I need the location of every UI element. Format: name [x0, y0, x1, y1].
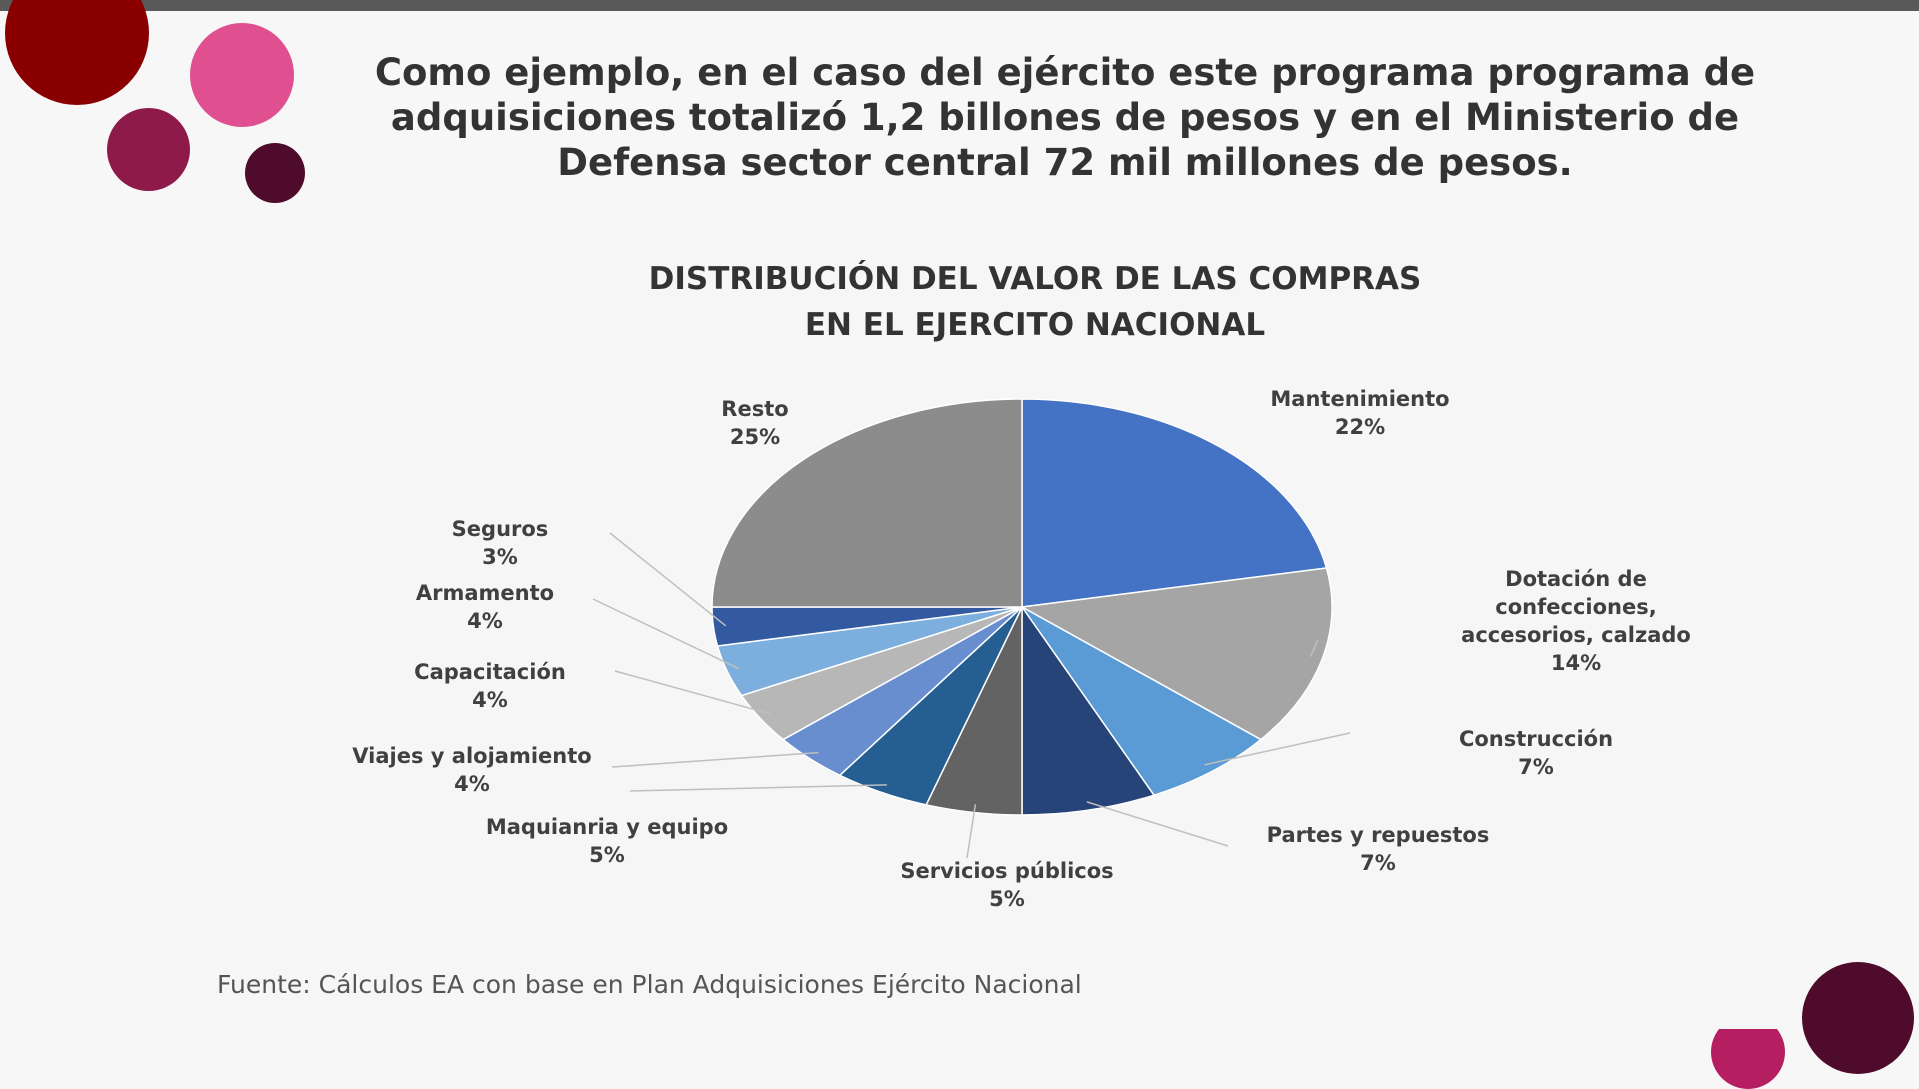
data-labels: Mantenimiento 22% Dotación de confecciones,…	[352, 387, 1691, 911]
data-label-value: 5%	[989, 887, 1025, 911]
data-label-name: Maquianria y equipo	[486, 815, 728, 839]
data-label-name: Capacitación	[414, 660, 566, 684]
pie-chart: DISTRIBUCIÓN DEL VALOR DE LAS COMPRAS EN …	[352, 260, 1691, 911]
data-label-name: Viajes y alojamiento	[352, 744, 591, 768]
pie-slice-partes-y-repuestos	[1021, 604, 1156, 816]
chart-figure: DISTRIBUCIÓN DEL VALOR DE LAS COMPRAS EN …	[200, 228, 1785, 1028]
data-label-name: Partes y repuestos	[1267, 823, 1490, 847]
leader-line	[609, 532, 727, 627]
leader-line	[966, 804, 977, 859]
leader-line	[614, 670, 771, 715]
data-label-value: 4%	[467, 609, 503, 633]
chart-title: DISTRIBUCIÓN DEL VALOR DE LAS COMPRAS EN …	[649, 260, 1422, 343]
data-label-value: 7%	[1360, 851, 1396, 875]
data-label-value: 14%	[1551, 651, 1601, 675]
leader-line	[592, 598, 740, 670]
data-label-name: Armamento	[416, 581, 554, 605]
data-label-value: 22%	[1335, 415, 1385, 439]
chart-source-note: Fuente: Cálculos EA con base en Plan Adq…	[217, 970, 1082, 999]
data-label-value: 7%	[1518, 755, 1554, 779]
decor-circle-magenta	[107, 108, 190, 191]
data-label-value: 25%	[730, 425, 780, 449]
pie-slices	[711, 398, 1333, 816]
data-label-name: Servicios públicos	[900, 859, 1113, 883]
data-label-value: 4%	[454, 772, 490, 796]
data-label-name: Construcción	[1459, 727, 1613, 751]
leader-line	[1086, 801, 1229, 847]
data-label-value: 5%	[589, 843, 625, 867]
top-bar	[0, 0, 1919, 11]
data-label-name: Seguros	[452, 517, 549, 541]
leader-line	[1204, 732, 1351, 766]
data-label-name: Resto	[721, 397, 788, 421]
data-label: Seguros 3%	[452, 517, 549, 569]
data-label-name: confecciones,	[1495, 595, 1656, 619]
leader-line	[611, 751, 819, 768]
data-label: Viajes y alojamiento 4%	[352, 744, 591, 796]
decor-circle-plum-large	[1802, 962, 1914, 1074]
data-label: Mantenimiento 22%	[1270, 387, 1449, 439]
data-label: Armamento 4%	[416, 581, 554, 633]
data-label-name: Mantenimiento	[1270, 387, 1449, 411]
decor-circle-plum	[245, 143, 305, 203]
leader-line	[1309, 639, 1319, 658]
chart-title-line: EN EL EJERCITO NACIONAL	[805, 307, 1265, 343]
pie-slice-resto	[711, 398, 1023, 608]
pie-slice-mantenimiento	[1021, 398, 1328, 608]
leader-line	[629, 784, 887, 792]
data-label-name: Dotación de	[1505, 567, 1647, 591]
pie-slice-dotaci-n-de-confecciones-accesorios-calzado	[1019, 567, 1333, 741]
data-label: Construcción 7%	[1459, 727, 1613, 779]
data-label: Servicios públicos 5%	[900, 859, 1113, 911]
pie-slice-construcci-n	[1021, 606, 1263, 797]
data-label: Capacitación 4%	[414, 660, 566, 712]
data-label: Maquianria y equipo 5%	[486, 815, 728, 867]
data-label-value: 3%	[482, 545, 518, 569]
data-label: Resto 25%	[721, 397, 788, 449]
decor-circle-raspberry	[1711, 1029, 1785, 1089]
leader-lines	[592, 532, 1351, 859]
data-label: Dotación de confecciones, accesorios, calz…	[1461, 567, 1691, 675]
data-label: Partes y repuestos 7%	[1267, 823, 1490, 875]
data-label-name: accesorios, calzado	[1461, 623, 1691, 647]
slide-headline: Como ejemplo, en el caso del ejército es…	[374, 51, 1756, 184]
data-label-value: 4%	[472, 688, 508, 712]
chart-title-line: DISTRIBUCIÓN DEL VALOR DE LAS COMPRAS	[649, 260, 1422, 297]
decor-circle-pink	[190, 23, 294, 127]
decor-circle-dark-red	[5, 0, 149, 105]
